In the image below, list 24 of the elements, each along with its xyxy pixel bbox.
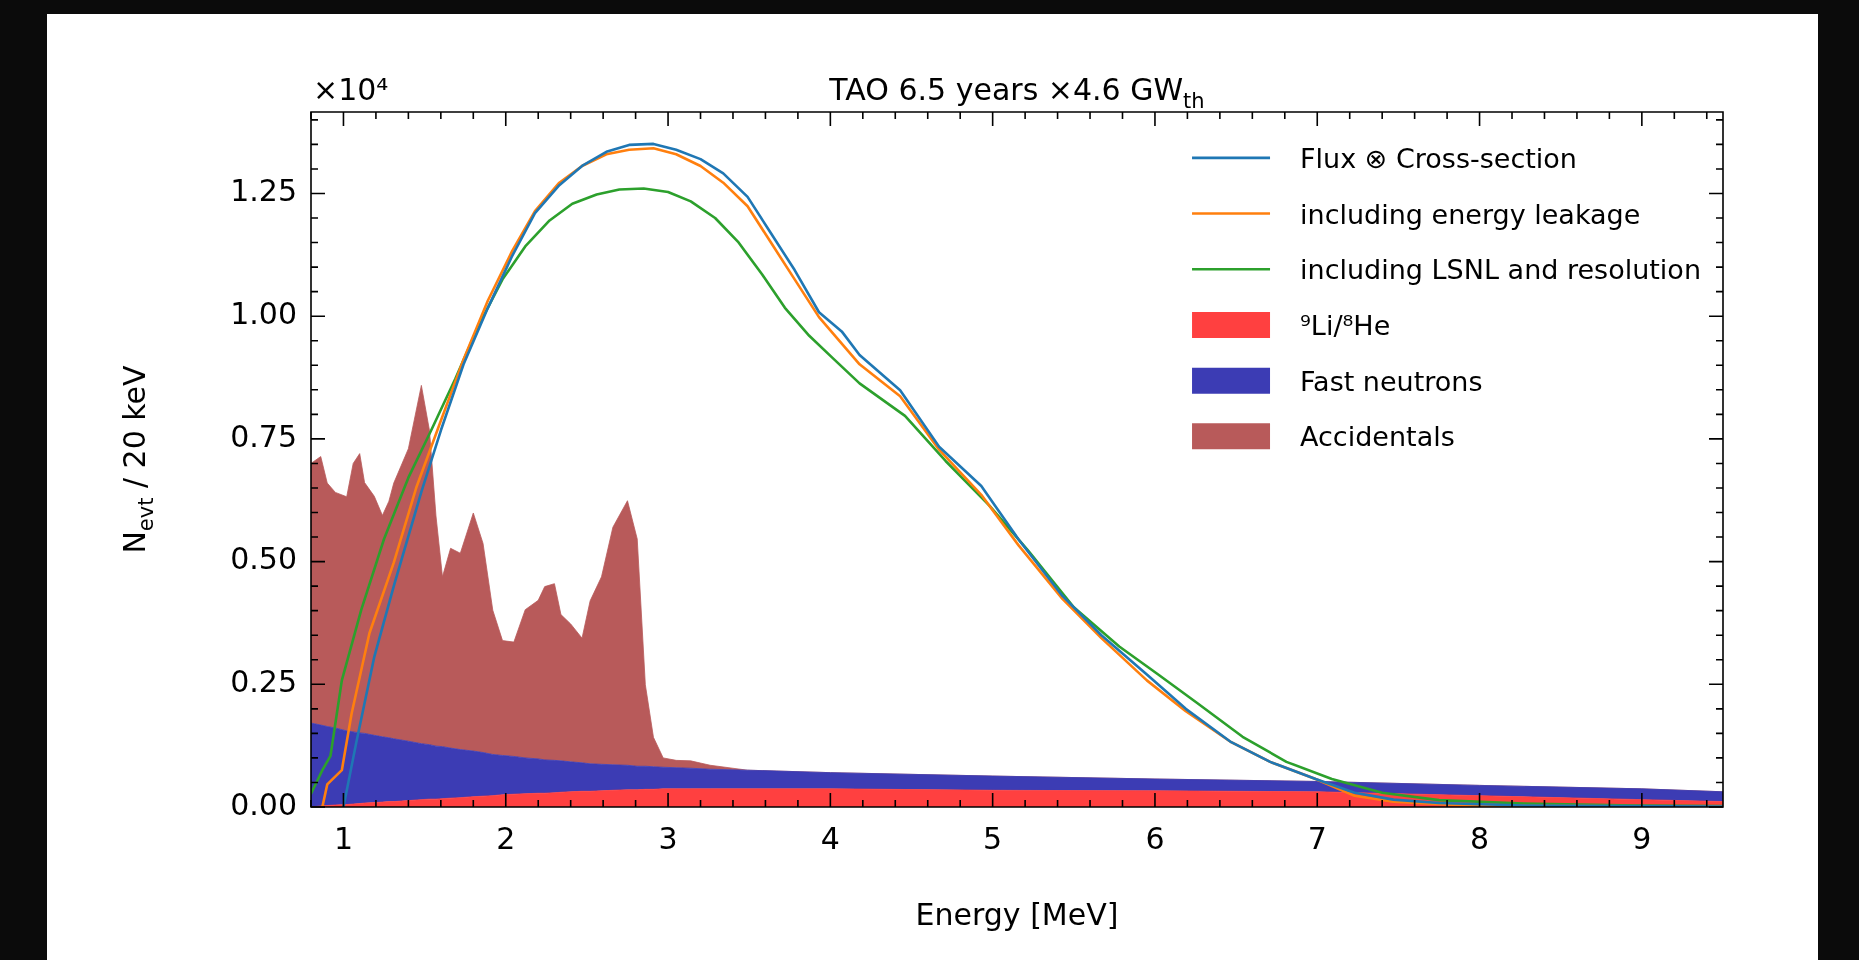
x-tick-label: 2 xyxy=(496,820,516,856)
y-tick-label: 0.50 xyxy=(230,541,297,577)
x-tick-label: 5 xyxy=(983,820,1003,856)
y-axis-title: Nevt / 20 keV xyxy=(117,364,158,554)
x-tick-label: 7 xyxy=(1307,820,1327,856)
y-tick-label: 1.00 xyxy=(230,295,297,331)
x-tick-label: 1 xyxy=(333,820,354,856)
legend-label: ⁹Li/⁸He xyxy=(1300,309,1391,341)
y-tick-label: 0.00 xyxy=(230,786,297,822)
x-tick-label: 4 xyxy=(820,820,840,856)
x-tick-label: 3 xyxy=(658,820,678,856)
y-tick-label: 0.75 xyxy=(230,418,297,454)
legend-label: Flux ⊗ Cross-section xyxy=(1300,142,1577,174)
y-tick-label: 0.25 xyxy=(230,664,297,700)
x-tick-label: 9 xyxy=(1632,820,1652,856)
legend-label: including energy leakage xyxy=(1300,198,1641,230)
legend-label: Accidentals xyxy=(1300,421,1455,453)
text: ×10⁴ xyxy=(313,72,389,107)
x-tick-label: 8 xyxy=(1470,820,1490,856)
x-axis-title: Energy [MeV] xyxy=(915,897,1119,932)
legend-label: including LSNL and resolution xyxy=(1300,254,1701,286)
y-tick-label: 1.25 xyxy=(230,173,297,209)
legend-label: Fast neutrons xyxy=(1300,365,1483,397)
x-tick-label: 6 xyxy=(1145,820,1165,856)
